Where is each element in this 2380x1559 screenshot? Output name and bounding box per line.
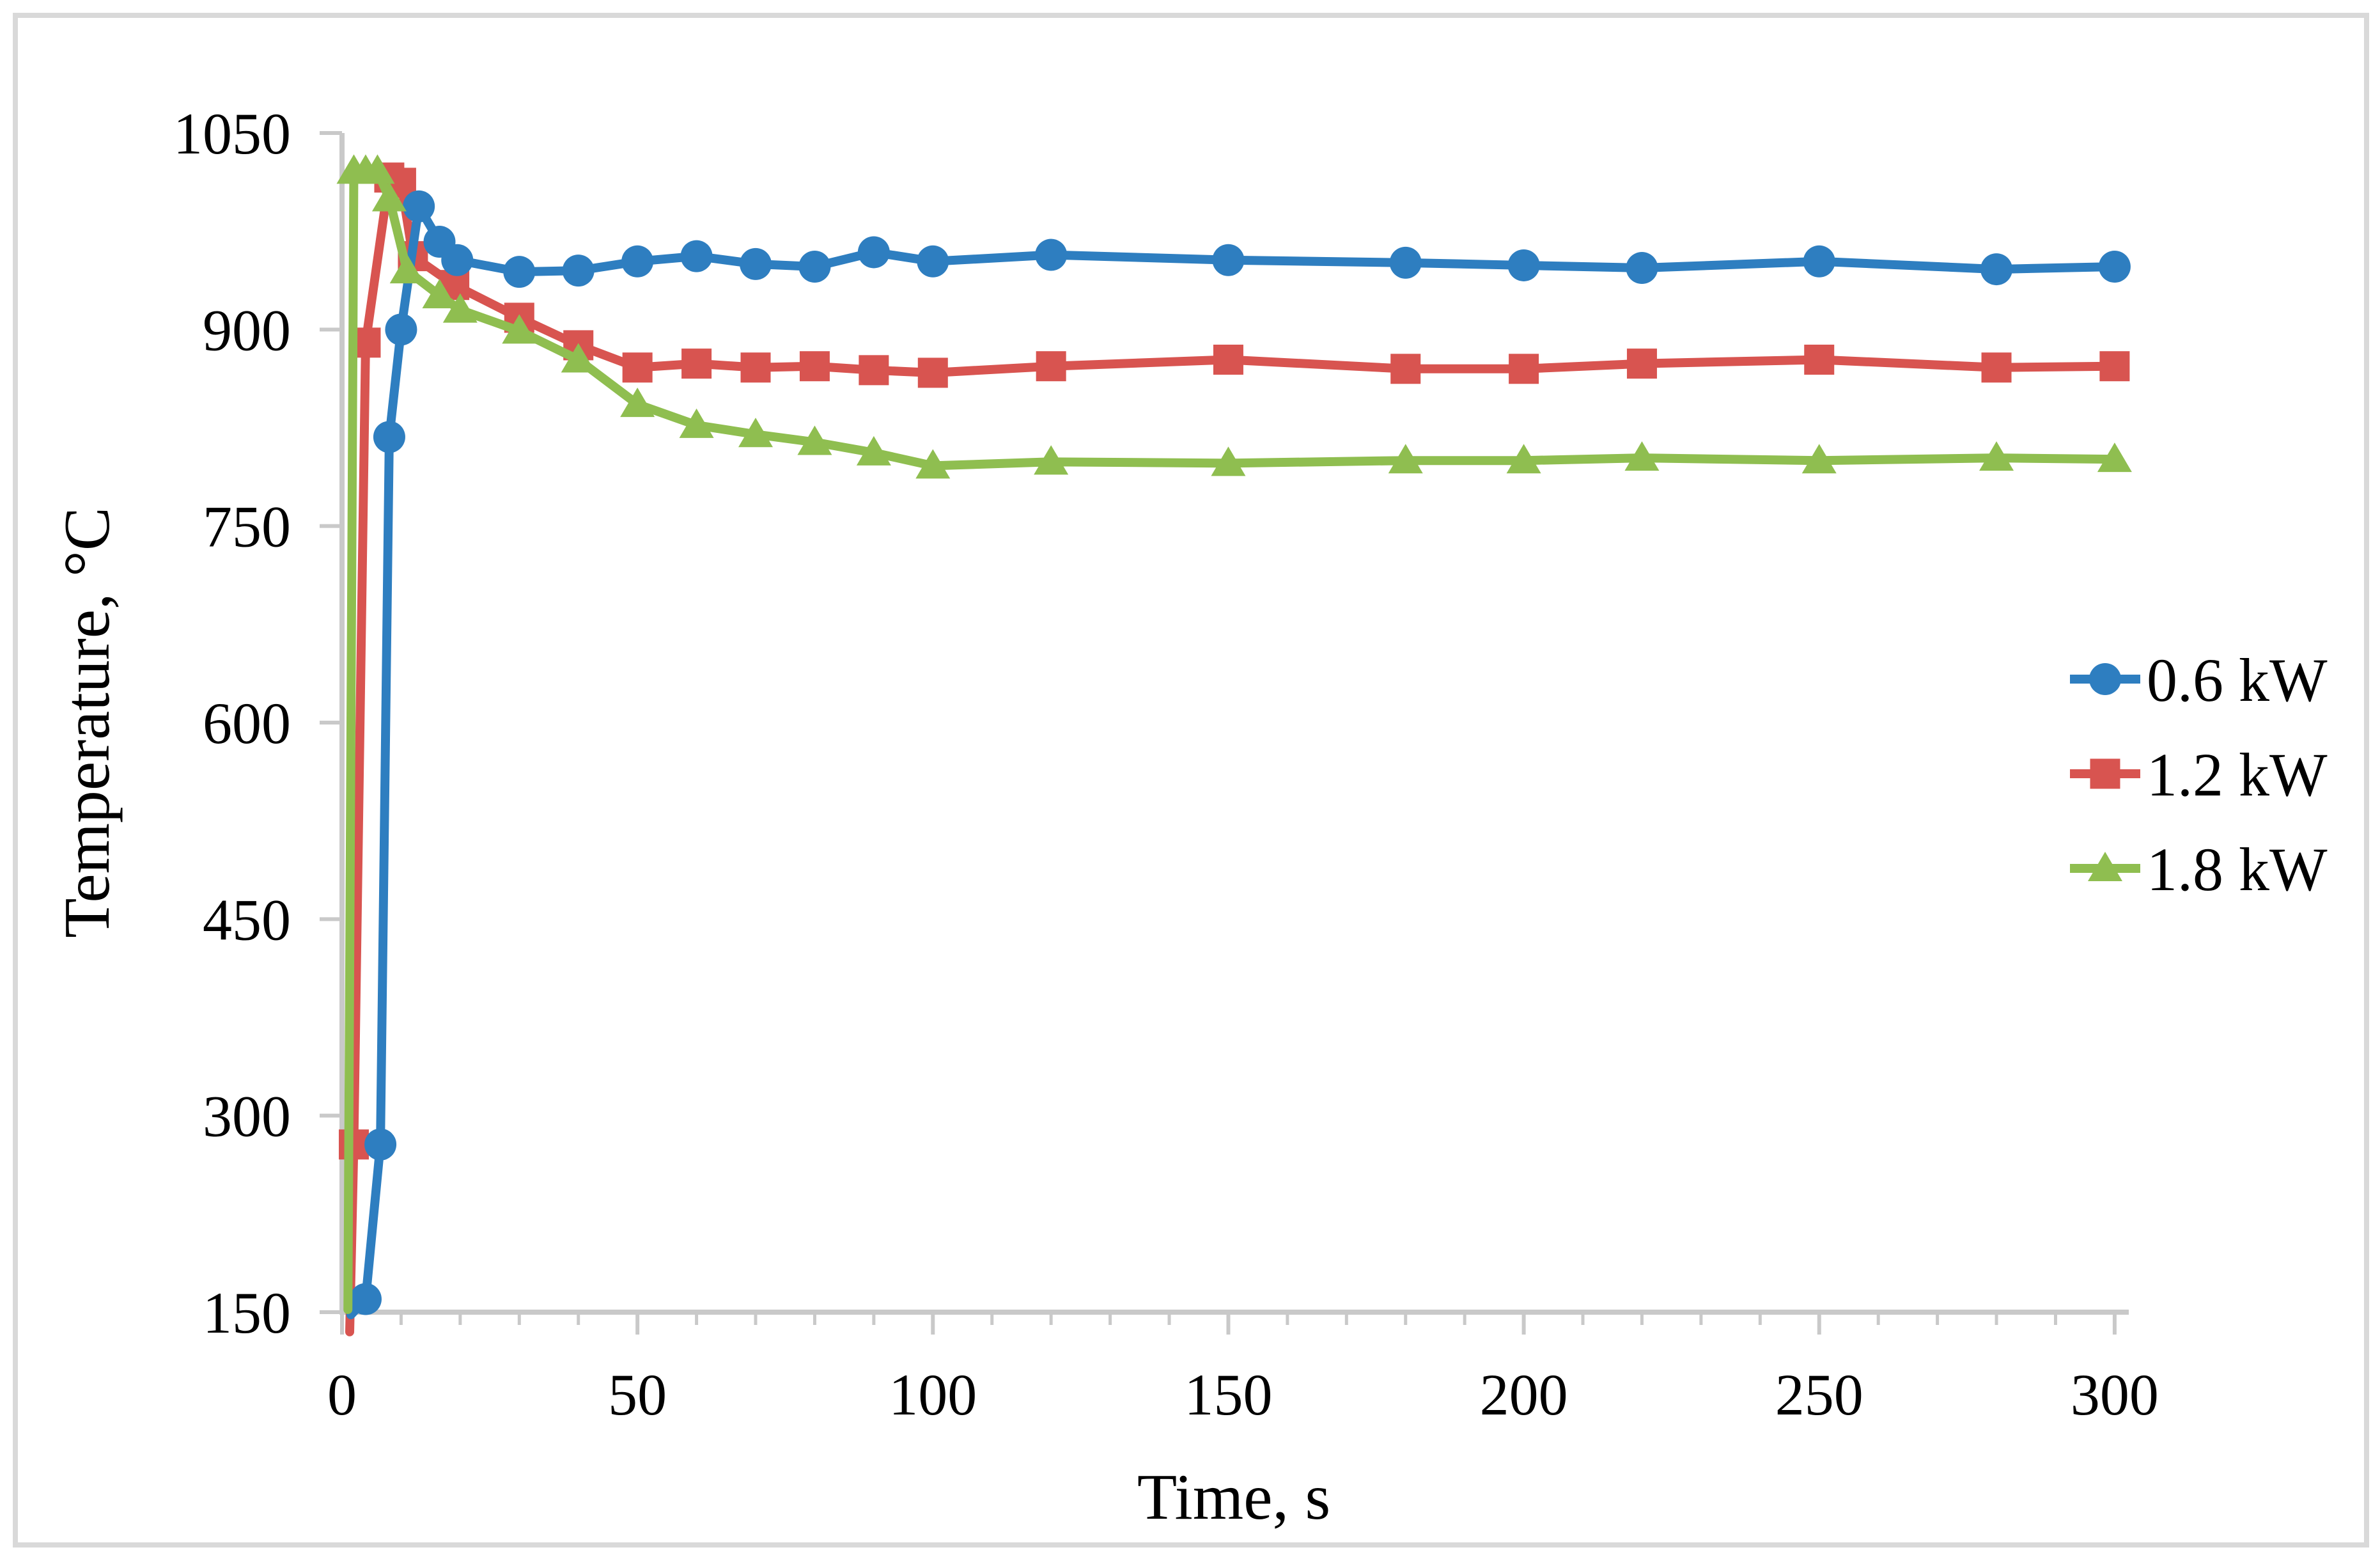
y-tick-label: 450 bbox=[203, 887, 291, 952]
square-marker bbox=[2099, 351, 2130, 382]
circle-marker bbox=[349, 1283, 382, 1315]
square-marker bbox=[338, 1129, 369, 1160]
triangle-marker bbox=[1388, 444, 1423, 474]
legend-key-0.6kW bbox=[2070, 663, 2140, 695]
legend-key-1.2kW bbox=[2070, 758, 2140, 789]
x-tick-label: 50 bbox=[608, 1362, 667, 1427]
circle-marker bbox=[857, 236, 890, 269]
triangle-marker bbox=[1624, 441, 1660, 471]
triangle-marker bbox=[856, 435, 891, 466]
square-marker bbox=[1626, 349, 1657, 379]
square-marker bbox=[740, 352, 771, 383]
axes bbox=[320, 131, 2129, 1335]
triangle-marker bbox=[2097, 443, 2132, 473]
legend-label-1.2kw: 1.2 kW bbox=[2147, 740, 2328, 809]
legend-item-0.6kw: 0.6 kW bbox=[2147, 646, 2328, 714]
circle-marker bbox=[1626, 252, 1658, 285]
triangle-marker bbox=[738, 418, 774, 448]
circle-marker bbox=[373, 421, 405, 453]
circle-marker bbox=[798, 250, 831, 283]
legend-circle-icon bbox=[2089, 663, 2121, 695]
triangle-marker bbox=[1506, 444, 1541, 474]
circle-marker bbox=[680, 240, 713, 272]
triangle-marker bbox=[797, 425, 832, 455]
square-marker bbox=[1804, 344, 1835, 375]
triangle-marker bbox=[1034, 445, 1069, 475]
square-marker bbox=[1213, 344, 1243, 375]
tick-labels: 150 300 450 600 750 900 1050 0 50 100 150 200 250 300 bbox=[173, 101, 2159, 1427]
y-tick-label: 150 bbox=[203, 1280, 291, 1345]
x-tick-label: 150 bbox=[1184, 1362, 1272, 1427]
legend-square-icon bbox=[2090, 758, 2120, 789]
legend-triangle-icon bbox=[2088, 852, 2122, 881]
circle-marker bbox=[385, 313, 417, 346]
triangle-marker bbox=[360, 154, 395, 184]
series-line bbox=[343, 166, 2119, 1314]
circle-marker bbox=[403, 190, 435, 223]
triangle-marker bbox=[1801, 444, 1837, 474]
square-marker bbox=[1036, 351, 1066, 382]
circle-marker bbox=[562, 255, 595, 287]
x-tick-label: 300 bbox=[2071, 1362, 2159, 1427]
triangle-marker bbox=[502, 314, 537, 344]
square-marker bbox=[917, 357, 948, 388]
figure-border bbox=[13, 13, 2369, 1547]
square-marker bbox=[1509, 354, 1539, 384]
series-1.2kW bbox=[338, 162, 2130, 1336]
circle-marker bbox=[1389, 246, 1422, 279]
triangle-marker bbox=[442, 293, 478, 323]
triangle-marker bbox=[915, 449, 951, 479]
circle-marker bbox=[441, 244, 474, 276]
triangle-marker bbox=[371, 182, 407, 212]
circle-marker bbox=[2098, 250, 2131, 283]
circle-marker bbox=[621, 245, 654, 278]
square-marker bbox=[1390, 354, 1421, 384]
y-axis-title: Temperature, °C bbox=[51, 507, 123, 938]
legend-item-1.8kw: 1.8 kW bbox=[2147, 835, 2328, 904]
y-tick-label: 300 bbox=[203, 1084, 291, 1149]
series-line bbox=[346, 201, 2119, 1320]
triangle-marker bbox=[679, 408, 714, 438]
circle-marker bbox=[917, 245, 949, 278]
legend-key-1.8kW bbox=[2070, 852, 2140, 881]
circle-marker bbox=[503, 256, 536, 288]
circle-marker bbox=[1803, 245, 1835, 278]
triangle-marker bbox=[620, 388, 655, 418]
square-marker bbox=[681, 349, 712, 379]
circle-marker bbox=[1507, 249, 1540, 281]
x-tick-label: 250 bbox=[1775, 1362, 1863, 1427]
square-marker bbox=[1981, 352, 2012, 383]
series-0.6kW bbox=[346, 190, 2131, 1320]
square-marker bbox=[859, 355, 889, 386]
triangle-marker bbox=[422, 279, 457, 309]
y-tick-label: 600 bbox=[203, 691, 291, 756]
triangle-marker bbox=[561, 343, 596, 373]
x-axis-title: Time, s bbox=[1137, 1461, 1330, 1533]
y-tick-label: 1050 bbox=[173, 101, 291, 166]
legend-item-1.2kw: 1.2 kW bbox=[2147, 740, 2328, 809]
y-tick-label: 900 bbox=[203, 297, 291, 363]
circle-marker bbox=[1035, 239, 1068, 271]
circle-marker bbox=[364, 1128, 397, 1161]
legend-label-1.8kw: 1.8 kW bbox=[2147, 835, 2328, 904]
x-tick-label: 200 bbox=[1480, 1362, 1568, 1427]
data-series bbox=[336, 154, 2132, 1336]
series-1.8kW bbox=[336, 154, 2132, 1314]
legend-label-0.6kw: 0.6 kW bbox=[2147, 646, 2328, 714]
y-tick-label: 750 bbox=[203, 494, 291, 560]
triangle-marker bbox=[1211, 446, 1246, 476]
circle-marker bbox=[1980, 253, 2013, 286]
circle-marker bbox=[740, 247, 772, 280]
x-tick-label: 0 bbox=[327, 1362, 357, 1427]
circle-marker bbox=[1212, 244, 1245, 276]
square-marker bbox=[622, 352, 653, 383]
legend: 0.6 kW 1.2 kW 1.8 kW bbox=[2070, 646, 2328, 904]
triangle-marker bbox=[1979, 441, 2014, 471]
x-tick-label: 100 bbox=[889, 1362, 977, 1427]
triangle-marker bbox=[389, 254, 424, 284]
square-marker bbox=[799, 351, 830, 382]
